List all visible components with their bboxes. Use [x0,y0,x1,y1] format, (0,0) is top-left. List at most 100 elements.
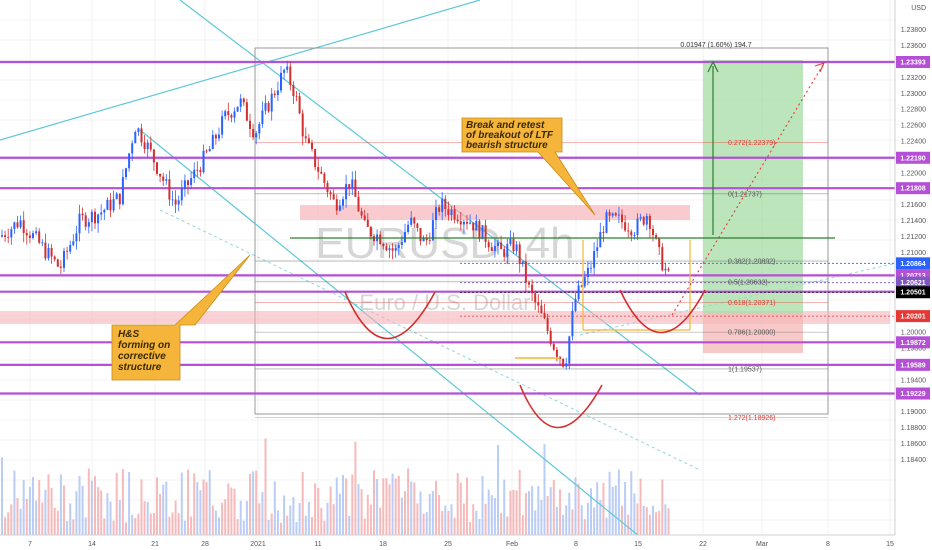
price-axis-tick: 1.19400 [901,377,926,384]
channel-upper-line [179,0,701,396]
candle-body [342,199,344,206]
candle-body [90,211,93,223]
volume-bar [543,444,546,535]
volume-bar [286,515,289,535]
volume-bar [450,504,453,535]
candle-body [373,236,375,242]
volume-bar [69,503,72,535]
volume-bar [159,493,162,535]
volume-bar [90,480,93,535]
volume-bar [648,514,651,535]
volume-bar [428,493,431,535]
candle-body [484,225,487,243]
candle-body [444,198,447,210]
candle-body [283,69,286,73]
candle-body [636,218,639,235]
price-tag: 1.22190 [900,155,925,162]
volume-bar [577,483,580,535]
candle-body [131,143,134,154]
volume-bar [143,501,146,535]
volume-bar [559,489,561,535]
candle-body [190,178,193,186]
candle-body [645,215,648,225]
candle-body [258,124,261,134]
volume-bar [326,502,329,535]
price-axis-tick: 1.23200 [901,75,926,82]
volume-bar [233,488,236,535]
volume-bar [273,481,276,535]
candle-body [84,215,87,227]
price-tag-bg [896,182,930,195]
fib-retracement-box[interactable] [254,47,829,415]
candle-body [329,192,332,195]
volume-bar [41,502,44,535]
candle-body [453,209,456,220]
volume-bar [106,493,109,535]
candle-body [394,248,397,251]
time-axis[interactable] [0,535,932,550]
candle-body [193,169,196,179]
time-axis-tick: 21 [151,541,159,548]
volume-bar [152,512,155,535]
volume-bar [307,501,310,535]
volume-bar [236,519,239,535]
volume-bar [140,479,143,535]
volume-bar [94,476,96,535]
volume-bar [348,515,351,535]
price-tag-bg [896,151,930,164]
volume-bar [478,519,481,535]
long-position-stop-zone[interactable] [703,313,803,353]
volume-bar [317,488,320,535]
candle-body [621,214,623,223]
fib-level-label: 1(1.19537) [728,366,762,373]
candle-body [506,244,509,257]
candle-body [419,227,422,242]
candle-body [562,358,565,367]
volume-bar [565,505,568,535]
volume-bar [652,505,654,535]
volume-bar [255,470,258,535]
volume-bar [611,486,614,535]
candle-body [304,136,307,139]
volume-bar [28,487,31,535]
candle-body [63,250,65,268]
candle-body [509,238,512,245]
volume-bar [75,491,78,535]
candle-body [205,150,208,152]
candle-body [50,247,53,257]
callout-break-retest[interactable]: Break and retest of breakout of LTF bear… [461,117,596,216]
resistance-zone [300,205,690,220]
candle-body [366,219,369,227]
volume-bar [208,470,211,535]
candle-body [301,113,304,137]
volume-bar [475,510,478,535]
volume-bar [84,517,87,535]
price-tag-bg [896,56,930,68]
long-position-target-zone[interactable] [703,60,803,313]
volume-bar [56,510,59,535]
callout-head-shoulders[interactable]: H&S forming on corrective structure [111,254,251,381]
time-axis-tick: Mar [756,541,769,548]
candle-body [382,243,385,247]
volume-bar [283,495,286,535]
candle-body [16,222,19,228]
volume-bar [363,518,366,535]
volume-bar [109,501,112,535]
price-tag: 1.21808 [900,186,925,193]
candle-body [469,222,472,224]
candle-body [320,171,323,174]
candle-body [128,153,131,169]
time-axis-tick: Feb [506,541,518,548]
price-tag-bg [896,257,930,270]
price-tag: 1.20501 [900,290,925,297]
volume-bar [633,493,636,535]
volume-bar [323,520,326,535]
volume-bar [493,497,496,535]
candle-body [410,217,413,225]
candle-body [642,217,645,225]
volume-bar [521,514,524,535]
candle-body [230,115,233,118]
price-axis-tick: 1.18400 [901,457,926,464]
candle-body [41,242,44,244]
